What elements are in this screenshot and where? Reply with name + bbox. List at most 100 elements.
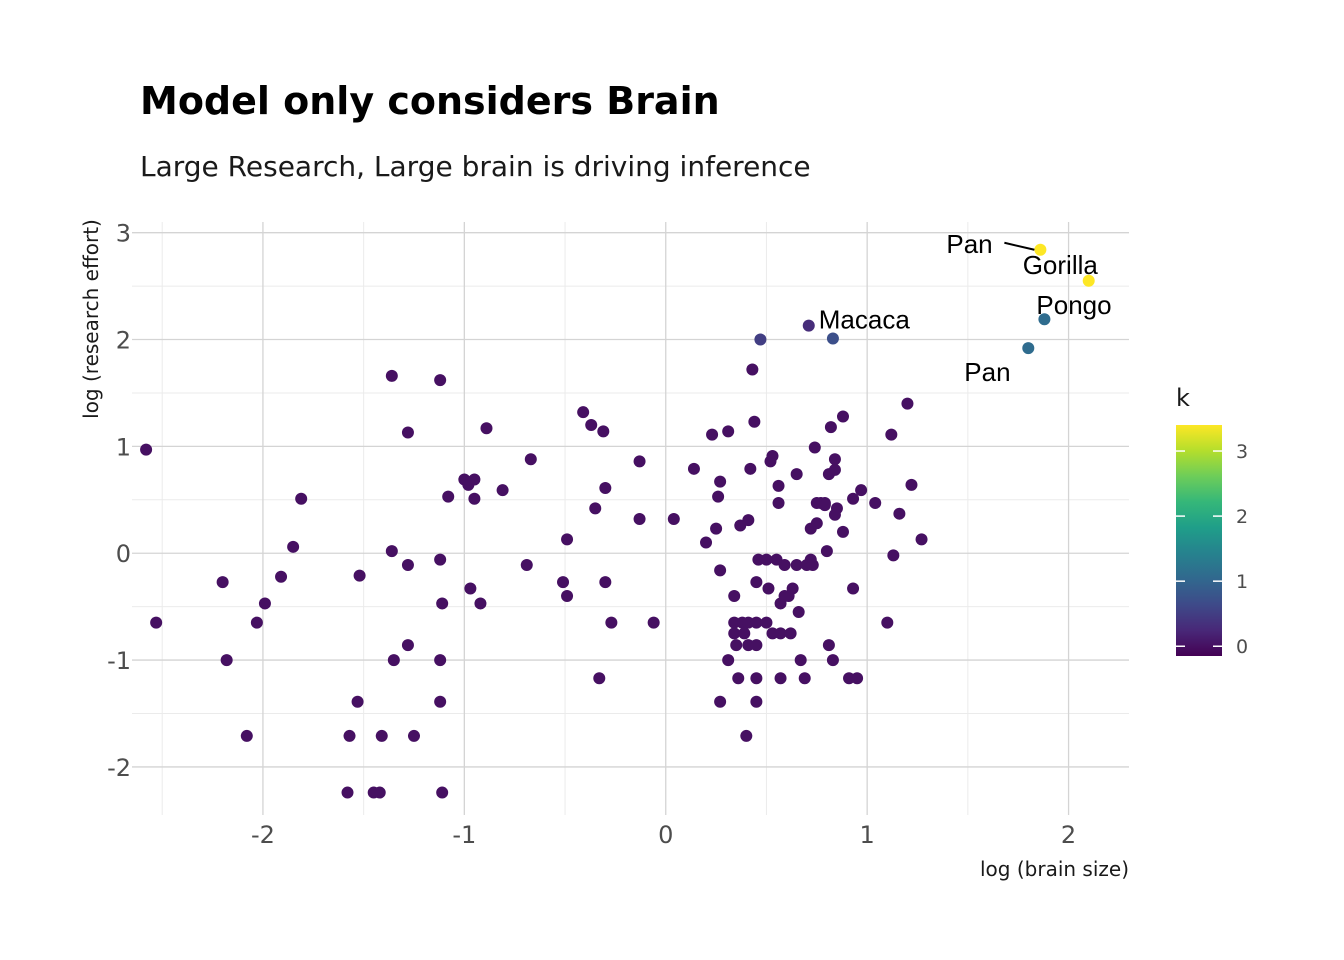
data-point	[407, 729, 420, 742]
y-axis-title: log (research effort)	[79, 219, 103, 419]
colorbar-ticks: 0 1 2 3	[1176, 441, 1248, 658]
data-point	[385, 545, 398, 558]
data-point	[496, 484, 509, 497]
data-point	[901, 397, 914, 410]
data-point	[287, 540, 300, 553]
annotation-label: Gorilla	[1023, 250, 1099, 280]
data-point	[295, 492, 308, 505]
data-point	[1022, 342, 1035, 355]
data-point	[468, 492, 481, 505]
data-point	[275, 570, 288, 583]
data-point	[810, 517, 823, 530]
data-point	[341, 786, 354, 799]
data-point	[754, 333, 767, 346]
data-point	[774, 627, 787, 640]
data-point	[826, 654, 839, 667]
data-point	[760, 616, 773, 629]
data-point	[802, 319, 815, 332]
annotation-label: Pan	[964, 357, 1010, 387]
data-point	[150, 616, 163, 629]
data-point	[828, 463, 841, 476]
data-point	[434, 553, 447, 566]
data-point	[790, 558, 803, 571]
data-point	[794, 654, 807, 667]
data-point	[750, 672, 763, 685]
data-point	[667, 513, 680, 526]
data-point	[836, 410, 849, 423]
data-point	[351, 695, 364, 708]
data-point	[915, 533, 928, 546]
data-point	[599, 576, 612, 589]
data-point	[1038, 313, 1051, 326]
x-tick-label: -2	[251, 821, 275, 849]
annotation-leader-line	[1004, 241, 1035, 251]
data-point	[633, 455, 646, 468]
data-point	[373, 786, 386, 799]
data-point	[730, 639, 743, 652]
y-tick-label: 1	[116, 433, 131, 461]
data-point	[442, 490, 455, 503]
data-point	[818, 499, 831, 512]
data-point	[401, 558, 414, 571]
data-point	[561, 533, 574, 546]
data-point	[798, 672, 811, 685]
data-point	[1082, 274, 1095, 287]
data-point	[766, 449, 779, 462]
minor-grid	[132, 222, 1129, 815]
data-point	[468, 473, 481, 486]
data-point	[746, 363, 759, 376]
data-point	[434, 374, 447, 387]
data-point	[881, 616, 894, 629]
data-point	[750, 616, 763, 629]
data-point	[893, 507, 906, 520]
data-point	[1034, 243, 1047, 256]
data-point	[742, 514, 755, 527]
point-annotations: Pan Gorilla Macaca Pongo Pan	[819, 229, 1112, 387]
major-grid	[132, 222, 1129, 815]
x-tick-label: 1	[860, 821, 875, 849]
data-point	[786, 582, 799, 595]
data-point	[784, 627, 797, 640]
data-point	[585, 419, 598, 432]
data-point	[905, 478, 918, 491]
data-point	[750, 639, 763, 652]
colorbar-tick-label: 1	[1236, 571, 1248, 593]
data-point	[732, 672, 745, 685]
data-point	[524, 453, 537, 466]
data-point	[855, 484, 868, 497]
data-point	[647, 616, 660, 629]
data-point	[748, 415, 761, 428]
data-point	[885, 428, 898, 441]
data-point	[760, 553, 773, 566]
data-point	[687, 462, 700, 475]
y-tick-label: 0	[116, 540, 131, 568]
data-point	[434, 695, 447, 708]
data-point	[464, 582, 477, 595]
data-point	[869, 497, 882, 510]
data-point	[830, 502, 843, 515]
y-tick-label: -1	[107, 647, 131, 675]
data-point	[220, 654, 233, 667]
data-point	[520, 558, 533, 571]
colorbar-tick-label: 0	[1236, 636, 1248, 658]
data-point	[589, 502, 602, 515]
y-tick-label: 3	[116, 220, 131, 248]
data-point	[474, 597, 487, 610]
data-point	[728, 627, 741, 640]
data-point	[343, 729, 356, 742]
data-point	[790, 468, 803, 481]
data-point	[597, 425, 610, 438]
x-tick-label: -1	[452, 821, 476, 849]
colorbar-tick-label: 3	[1236, 441, 1248, 463]
data-point	[240, 729, 253, 742]
data-point	[772, 479, 785, 492]
data-point	[561, 589, 574, 602]
data-point	[434, 654, 447, 667]
chart-title: Model only considers Brain	[140, 79, 720, 123]
data-point	[738, 627, 751, 640]
data-point	[824, 421, 837, 434]
x-tick-label: 0	[658, 821, 673, 849]
data-point	[744, 462, 757, 475]
data-point	[762, 582, 775, 595]
data-point	[353, 569, 366, 582]
